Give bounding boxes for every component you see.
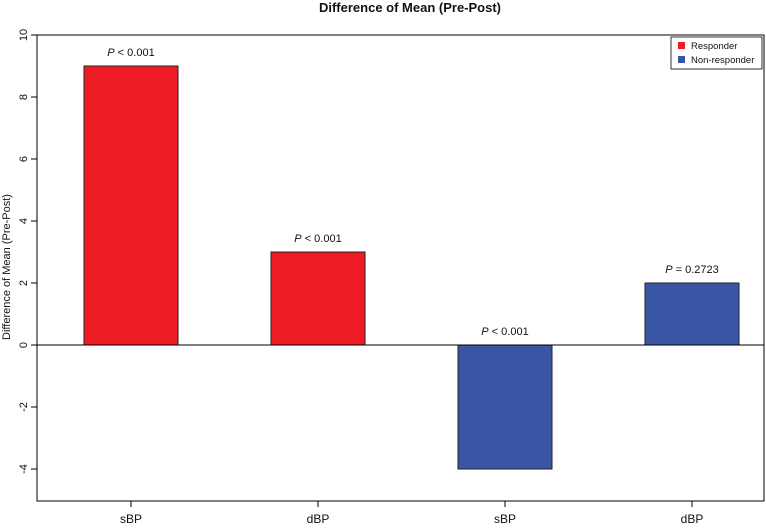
bar-responder-sbp xyxy=(83,65,179,346)
y-tick-label: -2 xyxy=(18,402,30,412)
p-value-label: P < 0.001 xyxy=(481,326,528,338)
p-value-annotations: P < 0.001 P < 0.001 P < 0.001 P = 0.2723 xyxy=(107,47,718,338)
y-tick-label: 6 xyxy=(18,156,30,162)
legend-box xyxy=(670,36,763,70)
y-tick-label: 4 xyxy=(18,218,30,224)
chart-title: Difference of Mean (Pre-Post) xyxy=(319,0,501,15)
p-value-label: P < 0.001 xyxy=(107,47,154,59)
p-value-label: P < 0.001 xyxy=(294,233,341,245)
y-tick-label: 8 xyxy=(18,94,30,100)
legend: Responder Non-responder xyxy=(670,36,763,70)
y-tick-label: 2 xyxy=(18,280,30,286)
y-tick-label: 0 xyxy=(18,342,30,348)
bar-non-responder-sbp xyxy=(457,344,553,470)
legend-label-non-responder: Non-responder xyxy=(691,55,754,66)
x-tick-label: sBP xyxy=(120,512,142,526)
legend-swatch-responder xyxy=(678,42,685,49)
y-axis: -4 -2 0 2 4 6 8 10 xyxy=(18,29,37,474)
legend-label-responder: Responder xyxy=(691,41,737,52)
legend-swatch-non-responder xyxy=(678,56,685,63)
bars-group xyxy=(83,65,740,470)
x-tick-label: dBP xyxy=(681,512,704,526)
bar-responder-dbp xyxy=(270,251,366,346)
y-axis-label: Difference of Mean (Pre-Post) xyxy=(1,194,13,340)
p-value-label: P = 0.2723 xyxy=(665,264,719,276)
plot-frame xyxy=(36,34,765,502)
y-tick-label: -4 xyxy=(18,464,30,474)
y-tick-label: 10 xyxy=(18,29,30,41)
x-tick-label: sBP xyxy=(494,512,516,526)
x-axis: sBP dBP sBP dBP xyxy=(120,501,703,526)
x-tick-label: dBP xyxy=(307,512,330,526)
bar-non-responder-dbp xyxy=(644,282,740,346)
